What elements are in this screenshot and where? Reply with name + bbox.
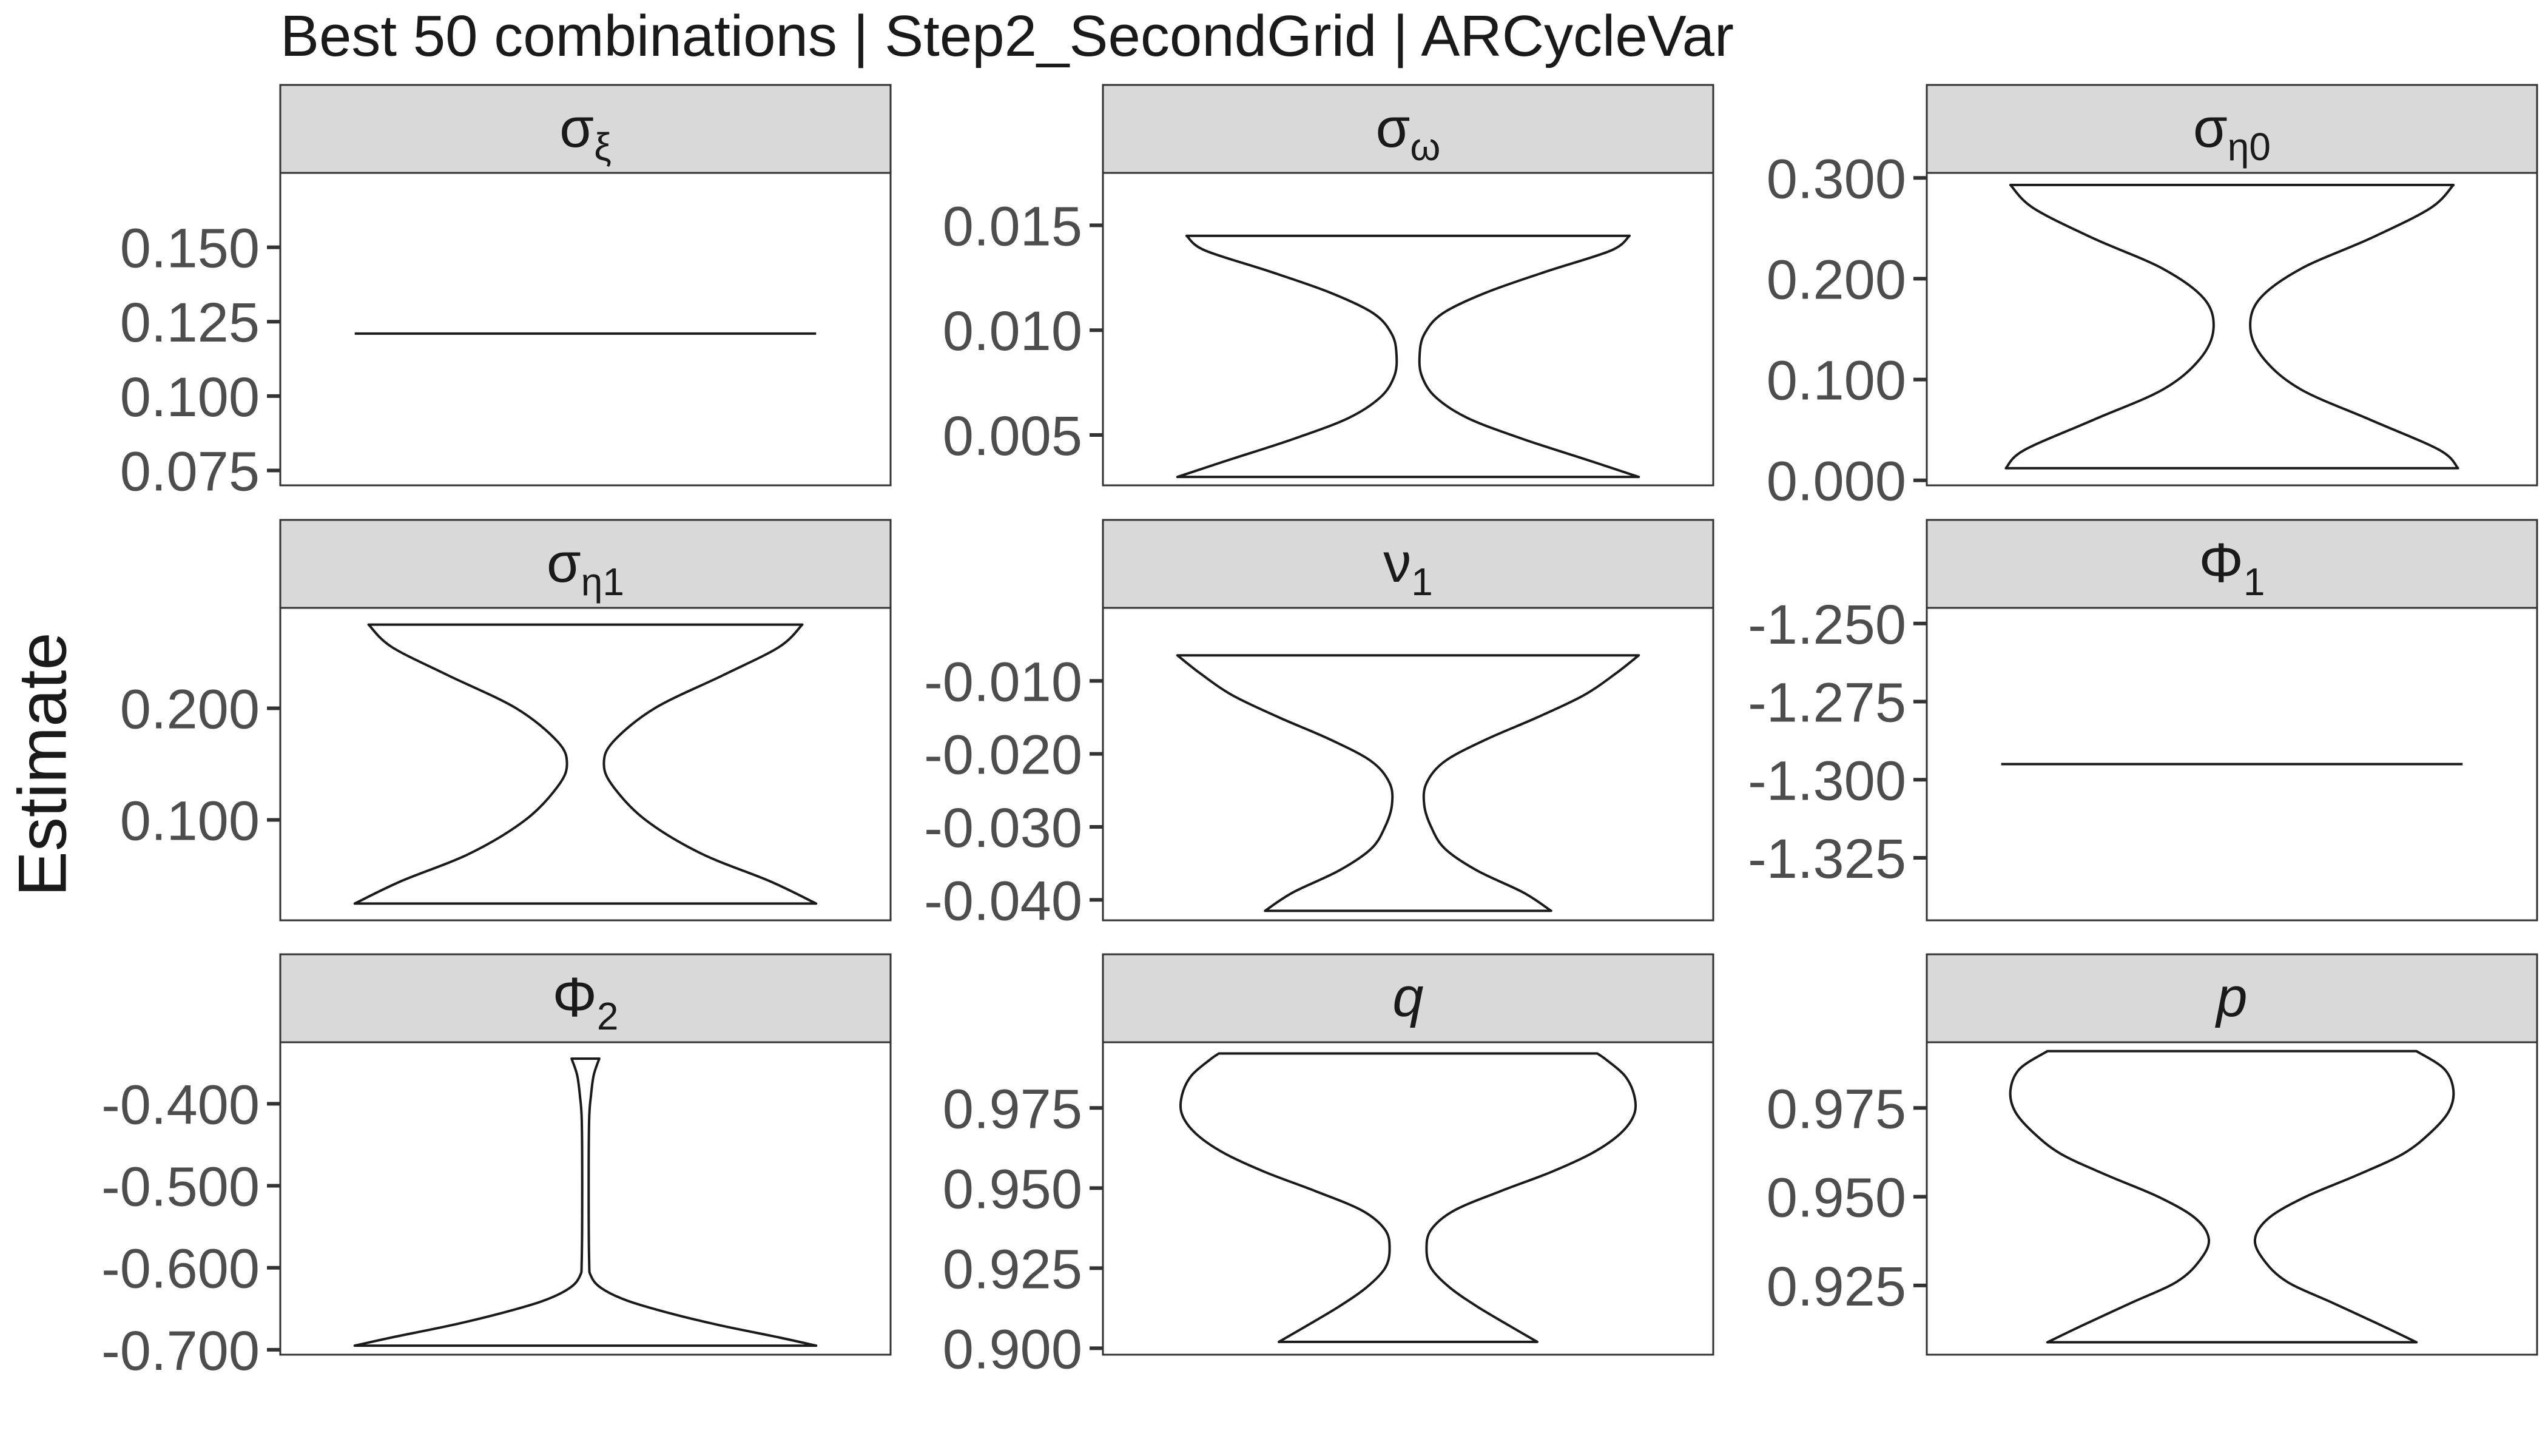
violin-7 <box>353 1057 818 1347</box>
y-tick-label-7-4: -0.400 <box>101 1074 260 1136</box>
facet-panel-3 <box>1926 172 2538 487</box>
y-tick-label-1-3: 0.125 <box>120 292 260 354</box>
y-tick-label-7-2: -0.600 <box>101 1238 260 1300</box>
y-tick-label-6-4: -1.250 <box>1748 594 1906 656</box>
y-tick-label-3-1: 0.000 <box>1767 451 1906 513</box>
violin-4 <box>353 623 818 905</box>
facet-label-8: q <box>1392 966 1423 1028</box>
violin-5 <box>1176 654 1640 912</box>
y-tick-label-1-2: 0.100 <box>120 366 260 428</box>
y-tick-label-2-1: 0.005 <box>943 405 1082 467</box>
facet-label-3: ση0 <box>2193 97 2271 169</box>
violin-3 <box>2004 183 2459 470</box>
y-tick-label-6-2: -1.300 <box>1748 750 1906 812</box>
facet-panel-9 <box>1926 1041 2538 1356</box>
y-tick-label-9-1: 0.925 <box>1767 1256 1906 1318</box>
y-tick-label-6-3: -1.275 <box>1748 672 1906 734</box>
facet-strip-8 <box>1102 953 1714 1043</box>
facet-label-4: ση1 <box>547 532 624 604</box>
facet-label-9: p <box>2214 966 2247 1028</box>
facet-panel-1 <box>279 172 892 487</box>
facet-strip-9 <box>1926 953 2538 1043</box>
facet-strip-7 <box>279 953 892 1043</box>
y-tick-label-5-3: -0.020 <box>924 724 1082 786</box>
y-tick-label-2-2: 0.010 <box>943 300 1082 362</box>
chart-title: Best 50 combinations | Step2_SecondGrid … <box>280 4 1734 69</box>
facet-strip-6 <box>1926 519 2538 609</box>
facet-label-6: Φ1 <box>2199 532 2265 604</box>
facet-strip-4 <box>279 519 892 609</box>
violin-2 <box>1176 234 1640 479</box>
facet-panel-7 <box>279 1041 892 1356</box>
y-tick-label-6-1: -1.325 <box>1748 828 1906 890</box>
facet-strip-5 <box>1102 519 1714 609</box>
facet-panel-5 <box>1102 607 1714 922</box>
facet-label-2: σω <box>1376 97 1441 169</box>
y-tick-label-9-3: 0.975 <box>1767 1078 1906 1140</box>
y-tick-label-5-4: -0.010 <box>924 651 1082 713</box>
facet-panel-4 <box>279 607 892 922</box>
y-tick-label-8-4: 0.975 <box>943 1078 1082 1140</box>
y-tick-label-4-1: 0.100 <box>120 790 260 852</box>
y-tick-label-4-2: 0.200 <box>120 679 260 741</box>
y-tick-label-3-2: 0.100 <box>1767 350 1906 412</box>
facet-strip-2 <box>1102 84 1714 174</box>
y-tick-label-8-2: 0.925 <box>943 1238 1082 1300</box>
y-tick-label-9-2: 0.950 <box>1767 1167 1906 1229</box>
y-tick-label-7-3: -0.500 <box>101 1156 260 1218</box>
violin-8 <box>1179 1052 1637 1343</box>
facet-strip-3 <box>1926 84 2538 174</box>
y-tick-label-5-1: -0.040 <box>924 870 1082 932</box>
y-tick-label-8-3: 0.950 <box>943 1158 1082 1220</box>
facet-strip-1 <box>279 84 892 174</box>
y-tick-label-3-4: 0.300 <box>1767 148 1906 210</box>
y-tick-label-7-1: -0.700 <box>101 1320 260 1382</box>
violin-9 <box>2009 1050 2455 1344</box>
facet-label-1: σξ <box>559 97 611 169</box>
facet-label-5: ν1 <box>1383 532 1433 604</box>
y-tick-label-2-3: 0.015 <box>943 195 1082 257</box>
facet-label-7: Φ2 <box>553 966 619 1038</box>
y-tick-label-8-1: 0.900 <box>943 1318 1082 1380</box>
facet-panel-2 <box>1102 172 1714 487</box>
y-tick-label-1-4: 0.150 <box>120 218 260 280</box>
y-tick-label-3-3: 0.200 <box>1767 249 1906 311</box>
facet-panel-8 <box>1102 1041 1714 1356</box>
y-tick-label-5-2: -0.030 <box>924 797 1082 859</box>
y-tick-label-1-1: 0.075 <box>120 440 260 502</box>
